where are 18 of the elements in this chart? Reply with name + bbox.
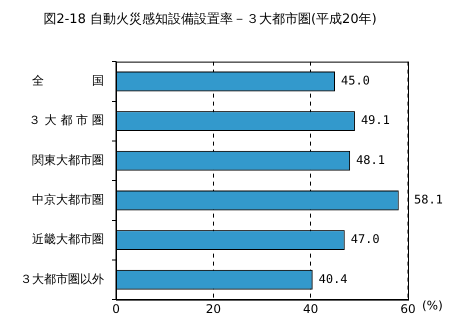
y-tick-label: 関東大都市圏 (32, 152, 104, 167)
data-label: 45.0 (341, 74, 370, 88)
y-tick-label: ３ 大 都 市 圏 (28, 113, 104, 128)
y-tick-label: 近畿大都市圏 (32, 232, 104, 246)
y-tick-label: 全 国 (32, 74, 104, 88)
x-tick-label: 20 (206, 302, 221, 316)
y-tick-label: ３大都市圏以外 (20, 272, 104, 286)
data-label: 48.1 (356, 152, 385, 167)
data-label: 58.1 (414, 192, 443, 207)
data-label: 40.4 (318, 272, 348, 286)
x-tick-label: 40 (303, 302, 318, 316)
x-axis-title: (%) (422, 298, 443, 313)
y-tick-label: 中京大都市圏 (32, 192, 104, 207)
chart-title: 図2-18 自動火災感知設備設置率－３大都市圏(平成20年) (43, 11, 377, 28)
x-tick-label: 60 (400, 302, 416, 316)
data-label: 47.0 (350, 232, 380, 246)
x-tick-label: 0 (112, 302, 120, 316)
data-label: 49.1 (360, 113, 390, 128)
